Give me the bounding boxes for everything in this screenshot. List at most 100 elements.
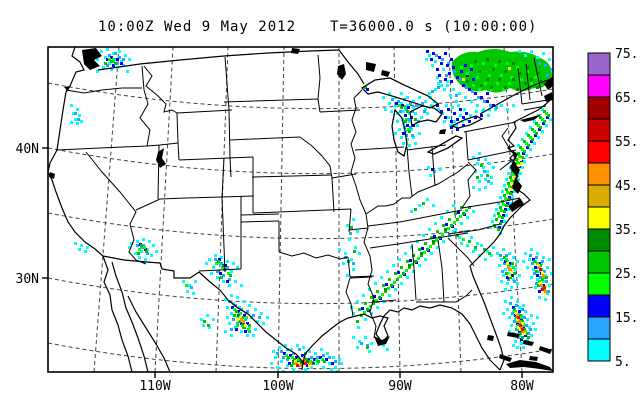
precip-cell	[294, 360, 297, 363]
precip-cell	[543, 110, 546, 113]
precip-cell	[531, 262, 534, 265]
precip-cell	[246, 322, 249, 325]
precip-cell	[422, 234, 425, 237]
precip-cell	[539, 264, 542, 267]
precip-cell	[505, 272, 508, 275]
state-border-path	[143, 65, 178, 114]
precip-cell	[441, 112, 444, 115]
precip-cell	[334, 366, 337, 369]
precip-cell	[443, 120, 446, 123]
precip-cell	[480, 114, 483, 117]
precip-cell	[524, 334, 527, 337]
precip-cell	[461, 120, 464, 123]
precip-cell	[142, 244, 145, 247]
precip-cell	[190, 286, 193, 289]
precip-cell	[444, 78, 447, 81]
precip-cell	[517, 178, 520, 181]
x-axis-label: 100W	[262, 379, 293, 394]
precip-cell	[527, 336, 530, 339]
precip-cell	[321, 358, 324, 361]
precip-cell	[494, 64, 497, 67]
longitude-gridline	[393, 47, 401, 372]
precip-cell	[460, 242, 463, 245]
precip-cell	[436, 76, 439, 79]
precip-cell	[128, 58, 131, 61]
precip-cell	[508, 82, 511, 85]
state-border-path	[347, 256, 351, 278]
precip-cell	[506, 62, 509, 65]
precip-cell	[509, 302, 512, 305]
precip-cell	[490, 182, 493, 185]
precip-cell	[266, 316, 269, 319]
precip-cell	[407, 118, 410, 121]
precip-cell	[531, 128, 534, 131]
precip-cell	[498, 264, 501, 267]
precip-cell	[474, 116, 477, 119]
precip-cell	[346, 224, 349, 227]
precip-cell	[398, 128, 401, 131]
precip-cell	[462, 84, 465, 87]
precip-cell	[516, 314, 519, 317]
precip-cell	[408, 266, 411, 269]
precip-cell	[241, 324, 244, 327]
precip-cell	[498, 226, 501, 229]
precip-cell	[78, 248, 81, 251]
precip-cell	[447, 108, 450, 111]
coastline-path	[97, 49, 340, 71]
precip-cell	[194, 280, 197, 283]
precip-cell	[460, 206, 463, 209]
precip-cell	[483, 100, 486, 103]
precip-cell	[455, 124, 458, 127]
precip-cell	[506, 276, 509, 279]
precip-cell	[397, 100, 400, 103]
precip-cell	[512, 310, 515, 313]
precip-cell	[406, 260, 409, 263]
precip-cell	[517, 326, 520, 329]
precip-cell	[370, 342, 373, 345]
precip-cell	[545, 112, 548, 115]
state-border-path	[411, 243, 417, 301]
precip-cell	[232, 262, 235, 265]
precip-cell	[302, 346, 305, 349]
precip-cell	[518, 274, 521, 277]
precip-cell	[508, 252, 511, 255]
precip-cell	[296, 344, 299, 347]
precip-cell	[148, 240, 151, 243]
precip-cell	[326, 352, 329, 355]
precip-cell	[210, 272, 213, 275]
precip-cell	[444, 116, 447, 119]
precip-cell	[242, 300, 245, 303]
colorbar-label: 35.	[615, 223, 638, 238]
precip-cell	[319, 356, 322, 359]
precip-cell	[304, 362, 307, 365]
precip-cell	[287, 356, 290, 359]
precip-cell	[212, 318, 215, 321]
precip-cell	[519, 172, 522, 175]
precip-cell	[72, 112, 75, 115]
precip-cell	[424, 242, 427, 245]
latitude-gridline	[48, 277, 553, 305]
precip-cell	[234, 280, 237, 283]
precip-cell	[76, 108, 79, 111]
precip-cell	[409, 259, 412, 262]
precip-cell	[544, 64, 547, 67]
state-border-path	[317, 54, 321, 113]
precip-cell	[428, 54, 431, 57]
precip-cell	[274, 356, 277, 359]
precip-cell	[330, 368, 333, 371]
precip-cell	[502, 88, 505, 91]
state-border-path	[223, 98, 319, 103]
precip-cell	[444, 228, 447, 231]
precip-cell	[300, 364, 303, 367]
precip-cell	[478, 254, 481, 257]
precip-cell	[521, 322, 524, 325]
precip-cell	[502, 312, 505, 315]
precip-cell	[538, 62, 541, 65]
precip-cell	[444, 52, 447, 55]
precip-cell	[226, 266, 229, 269]
precip-cell	[532, 258, 535, 261]
map-boundaries	[48, 47, 553, 372]
precip-cell	[517, 316, 520, 319]
precip-cell	[517, 164, 520, 167]
precip-cell	[406, 124, 409, 127]
